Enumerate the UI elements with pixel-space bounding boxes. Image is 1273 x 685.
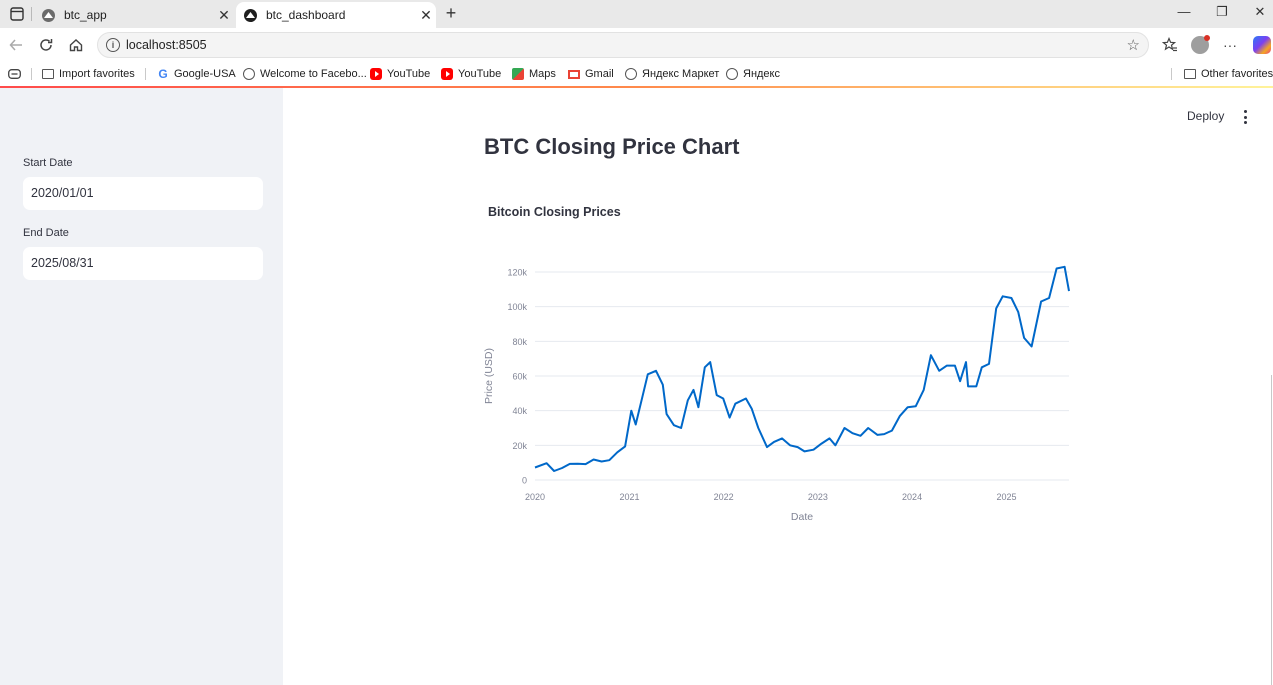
bookmark-label: YouTube <box>387 68 431 80</box>
price-line-chart[interactable]: 0 20k 40k 60k 80k 100k 120k 2020 2021 2022 2023 202… <box>478 258 1098 548</box>
tab-separator <box>31 7 32 21</box>
maps-icon <box>512 68 524 80</box>
bookmark-label: Maps <box>529 68 556 80</box>
youtube-icon <box>441 68 453 80</box>
bookmark-label: Google-USA <box>174 68 236 80</box>
bookmark-label: Яндекс <box>743 68 780 80</box>
bookmark-youtube-1[interactable]: YouTube <box>370 66 430 82</box>
bookmark-google-usa[interactable]: G Google-USA <box>157 66 236 82</box>
youtube-icon <box>370 68 382 80</box>
google-icon: G <box>158 67 168 81</box>
end-date-input[interactable]: 2025/08/31 <box>23 247 263 280</box>
back-icon[interactable] <box>7 36 25 54</box>
bookmark-label: Яндекс Маркет <box>642 68 720 80</box>
more-options-icon[interactable]: ··· <box>1223 37 1237 53</box>
start-date-label: Start Date <box>23 157 73 169</box>
minimize-icon[interactable]: — <box>1177 4 1191 19</box>
btc-price-line <box>534 265 1070 472</box>
reload-icon[interactable] <box>37 36 55 54</box>
x-tick-label: 2021 <box>619 492 639 502</box>
y-tick-label: 120k <box>507 268 527 278</box>
address-bar: i localhost:8505 ☆ ··· <box>0 28 1273 62</box>
tab-btc-dashboard[interactable]: btc_dashboard ✕ <box>236 2 436 28</box>
close-window-icon[interactable]: ✕ <box>1254 4 1266 19</box>
notification-dot-icon <box>1204 35 1210 41</box>
add-favorite-icon[interactable]: ☆ <box>1126 37 1140 54</box>
y-tick-label: 100k <box>507 302 527 312</box>
x-tick-label: 2024 <box>902 492 922 502</box>
import-icon <box>42 69 54 79</box>
new-tab-button[interactable]: + <box>445 3 457 23</box>
bookmark-facebook[interactable]: Welcome to Facebo... <box>243 66 367 82</box>
bookmark-label: YouTube <box>458 68 502 80</box>
y-tick-label: 40k <box>512 406 527 416</box>
bookmark-yandex-market[interactable]: Яндекс Маркет <box>625 66 719 82</box>
bookmark-yandex[interactable]: Яндекс <box>726 66 780 82</box>
browser-tab-bar: btc_app ✕ btc_dashboard ✕ + — ❐ ✕ <box>0 0 1273 28</box>
page-title: BTC Closing Price Chart <box>484 134 740 159</box>
y-tick-label: 60k <box>512 372 527 382</box>
chart-title: Bitcoin Closing Prices <box>488 205 621 219</box>
url-omnibox[interactable]: i localhost:8505 ☆ <box>97 32 1149 58</box>
url-text: localhost:8505 <box>126 38 207 52</box>
y-axis-label: Price (USD) <box>483 348 495 404</box>
bookmarks-bar: Import favorites G Google-USA Welcome to… <box>0 62 1273 86</box>
y-tick-label: 20k <box>512 441 527 451</box>
bookmark-gmail[interactable]: Gmail <box>568 66 614 82</box>
main-menu-icon[interactable] <box>1240 110 1250 124</box>
home-icon[interactable] <box>67 36 85 54</box>
x-tick-label: 2020 <box>525 492 545 502</box>
bookmark-label: Welcome to Facebo... <box>260 68 367 80</box>
close-tab-icon[interactable]: ✕ <box>218 6 230 23</box>
bookmark-label: Other favorites <box>1201 68 1273 80</box>
globe-icon <box>243 68 255 80</box>
start-date-input[interactable]: 2020/01/01 <box>23 177 263 210</box>
tab-label: btc_dashboard <box>266 8 346 22</box>
bookmark-label: Import favorites <box>59 68 135 80</box>
main-content: Deploy BTC Closing Price Chart Bitcoin C… <box>283 88 1273 685</box>
globe-icon <box>625 68 637 80</box>
globe-icon <box>726 68 738 80</box>
close-tab-icon[interactable]: ✕ <box>420 6 432 23</box>
scrollbar[interactable] <box>1271 375 1272 685</box>
bookmark-separator <box>1171 68 1172 80</box>
restore-icon[interactable]: ❐ <box>1216 4 1228 19</box>
reading-list-icon[interactable] <box>8 66 21 82</box>
deploy-button[interactable]: Deploy <box>1187 109 1225 123</box>
bookmark-import-favorites[interactable]: Import favorites <box>42 66 135 82</box>
folder-icon <box>1184 69 1196 79</box>
tab-label: btc_app <box>64 8 107 22</box>
y-tick-label: 80k <box>512 337 527 347</box>
x-tick-label: 2023 <box>808 492 828 502</box>
app-top-decoration <box>0 86 1273 88</box>
sidebar: Start Date 2020/01/01 End Date 2025/08/3… <box>0 88 283 685</box>
bookmark-maps[interactable]: Maps <box>512 66 556 82</box>
copilot-icon[interactable] <box>1253 36 1271 54</box>
bookmark-label: Gmail <box>585 68 614 80</box>
streamlit-favicon-icon <box>244 8 257 22</box>
x-axis-label: Date <box>791 511 813 523</box>
tab-actions-icon[interactable] <box>8 5 26 23</box>
favorites-icon[interactable] <box>1160 35 1180 55</box>
streamlit-favicon-icon <box>42 8 55 22</box>
x-tick-label: 2025 <box>997 492 1017 502</box>
site-info-icon[interactable]: i <box>106 38 120 52</box>
bookmark-youtube-2[interactable]: YouTube <box>441 66 501 82</box>
x-tick-label: 2022 <box>714 492 734 502</box>
gmail-icon <box>568 69 580 79</box>
tab-btc-app[interactable]: btc_app ✕ <box>34 2 234 28</box>
bookmark-other-favorites[interactable]: Other favorites <box>1184 66 1273 82</box>
bookmark-separator <box>31 68 32 80</box>
y-tick-label: 0 <box>522 476 527 486</box>
end-date-label: End Date <box>23 227 69 239</box>
bookmark-separator <box>145 68 146 80</box>
